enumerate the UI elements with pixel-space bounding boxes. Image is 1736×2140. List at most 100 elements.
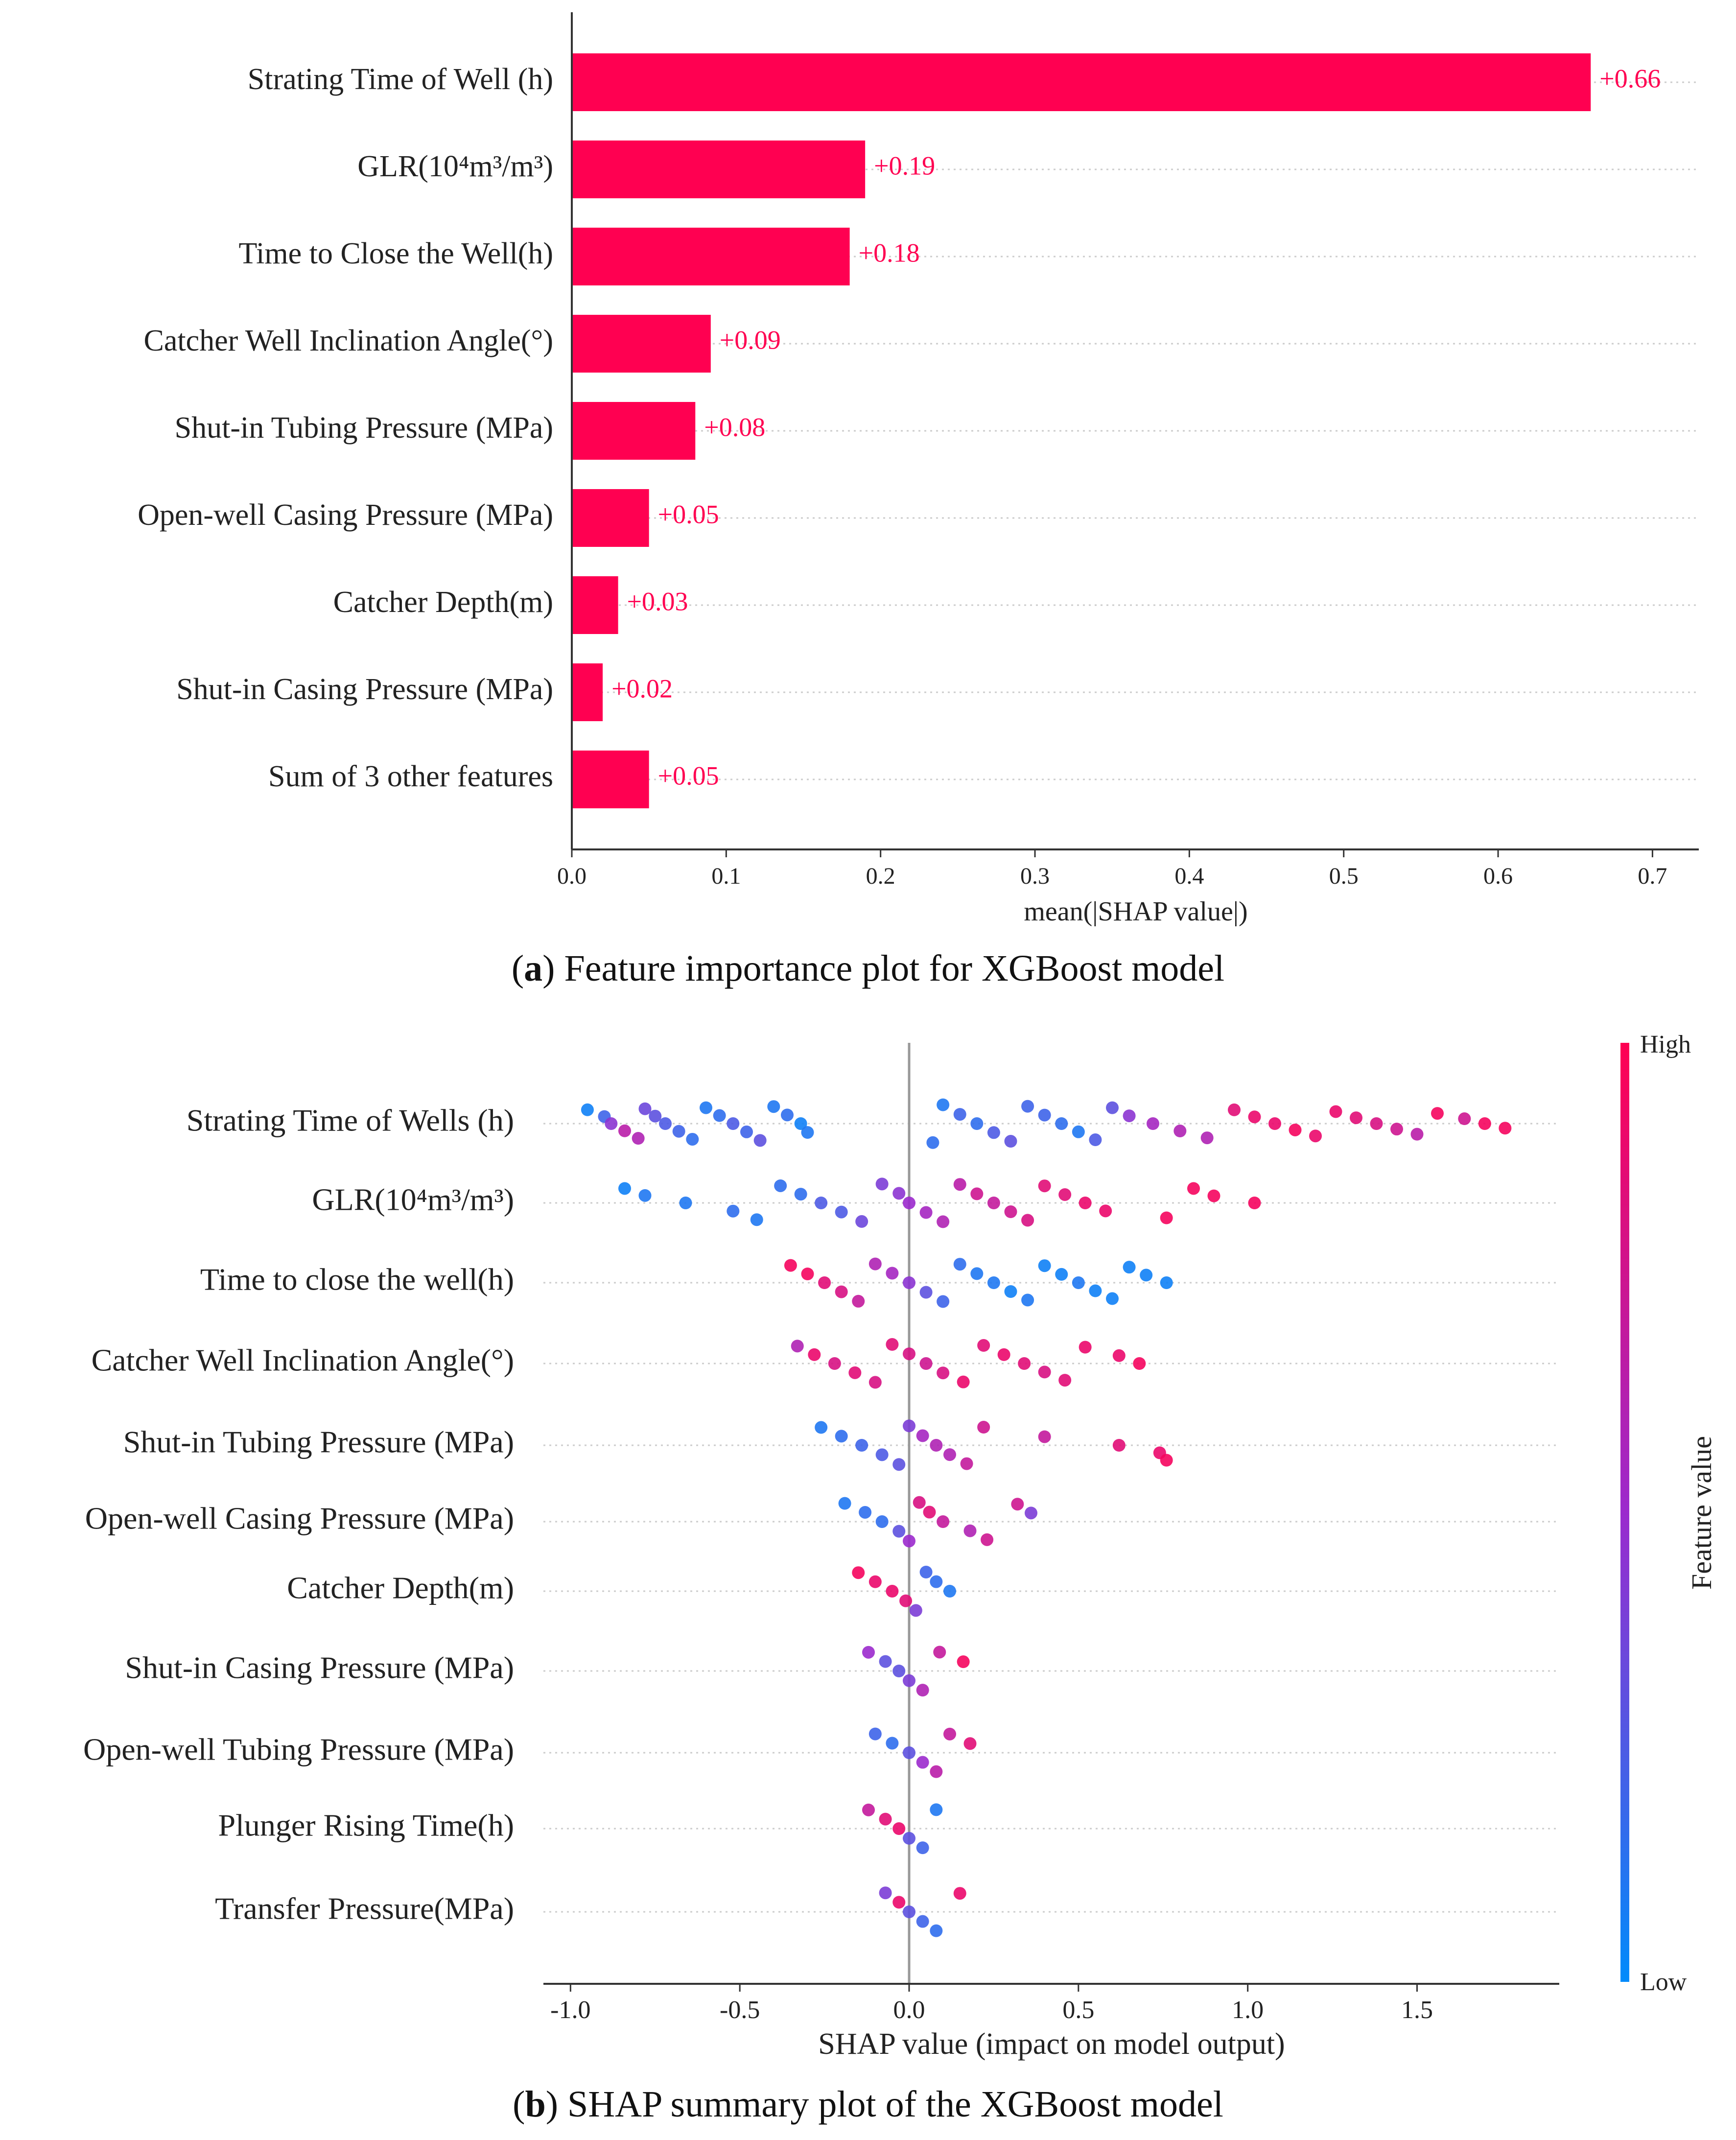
shap-point [855,1439,868,1452]
shap-point [1021,1214,1034,1227]
x-tick-label: 1.0 [1232,1996,1264,2024]
x-tick-label: 0.6 [1483,863,1513,889]
x-tick-label: 0.1 [711,863,741,889]
shap-point [886,1585,899,1598]
feature-label: Catcher Well Inclination Angle(°) [144,324,553,357]
caption-a-label: a [524,948,543,989]
shap-point [700,1101,712,1114]
shap-point [970,1267,984,1280]
shap-point [1079,1197,1092,1209]
x-tick-label: -1.0 [550,1996,590,2024]
feature-label: Plunger Rising Time(h) [218,1808,514,1843]
shap-point [774,1179,787,1192]
caption-a: (a) Feature importance plot for XGBoost … [511,948,1225,989]
shap-point [1248,1197,1261,1209]
shap-point [943,1448,956,1461]
bar [572,315,711,373]
colorbar-high-label: High [1640,1031,1691,1058]
shap-point [919,1286,933,1299]
colorbar [1620,1043,1629,1982]
shap-point [868,1727,882,1740]
shap-point [605,1117,618,1130]
shap-point [892,1896,906,1909]
shap-point [933,1646,946,1659]
shap-point [919,1565,933,1578]
shap-point [1350,1111,1362,1125]
shap-point [1089,1133,1102,1147]
shap-point [1106,1292,1119,1305]
x-tick-label: 0.5 [1062,1996,1094,2024]
shap-point [903,1832,915,1845]
x-tick-label: 0.7 [1638,863,1667,889]
shap-point [943,1585,956,1598]
feature-label: Time to Close the Well(h) [238,237,553,270]
shap-point [919,1206,933,1219]
shap-point [1499,1122,1512,1135]
shap-point [1268,1117,1281,1130]
shap-point [937,1215,950,1228]
shap-point [916,1841,929,1855]
shap-point [937,1295,950,1308]
shap-point [930,1575,943,1588]
shap-point [868,1257,882,1270]
feature-label: Open-well Tubing Pressure (MPa) [83,1732,514,1767]
x-axis-title: mean(|SHAP value|) [1024,896,1247,927]
shap-point [859,1505,872,1519]
shap-point [1370,1117,1383,1130]
feature-label: Sum of 3 other features [268,760,553,793]
shap-point [679,1197,692,1209]
shap-point [727,1204,740,1218]
shap-point [727,1117,740,1130]
shap-point [794,1117,807,1130]
caption-a-text: Feature importance plot for XGBoost mode… [564,948,1225,989]
feature-label: Catcher Depth(m) [333,586,553,619]
shap-point [1329,1105,1342,1118]
shap-point [997,1348,1010,1361]
bar [572,751,649,808]
shap-point [916,1915,929,1928]
x-tick-label: 0.2 [866,863,895,889]
feature-label: Catcher Depth(m) [287,1571,514,1605]
shap-point [930,1924,943,1937]
shap-point [713,1109,726,1122]
bar [572,141,866,198]
shap-point [1410,1128,1424,1141]
shap-point [903,1746,915,1759]
shap-point [1173,1125,1187,1138]
shap-point [930,1439,943,1452]
shap-point [1004,1285,1017,1298]
bar-value-label: +0.03 [627,587,688,616]
shap-point [987,1197,1000,1209]
shap-point [835,1205,848,1219]
feature-label: GLR(10⁴m³/m³) [312,1182,514,1217]
x-tick-label: -0.5 [720,1996,760,2024]
shap-point [1390,1123,1403,1136]
shap-point [957,1655,970,1669]
shap-point [886,1267,899,1280]
shap-point [930,1803,943,1816]
shap-point [868,1376,882,1389]
bar [572,228,850,285]
bar [572,489,649,547]
shap-point [977,1421,990,1434]
shap-point [1160,1454,1173,1467]
shap-point [1079,1340,1092,1354]
shap-point [913,1496,926,1509]
shap-point [916,1756,929,1769]
shap-point [618,1182,631,1195]
colorbar-low-label: Low [1640,1968,1687,1996]
shap-point [784,1259,797,1272]
shap-point [801,1267,814,1280]
shap-summary-chart: Strating Time of Wells (h) GLR(10⁴m³/m³) T… [83,1031,1717,2061]
shap-point [1038,1259,1051,1272]
shap-point [1123,1261,1136,1274]
shap-point [963,1524,977,1537]
feature-label: Catcher Well Inclination Angle(°) [92,1343,514,1378]
shap-point [862,1803,875,1816]
shap-point [852,1294,865,1308]
shap-point [740,1125,753,1138]
shap-point [1140,1269,1153,1282]
shap-point [835,1285,848,1298]
feature-label: Shut-in Casing Pressure (MPa) [125,1650,514,1685]
shap-point [1072,1125,1085,1138]
